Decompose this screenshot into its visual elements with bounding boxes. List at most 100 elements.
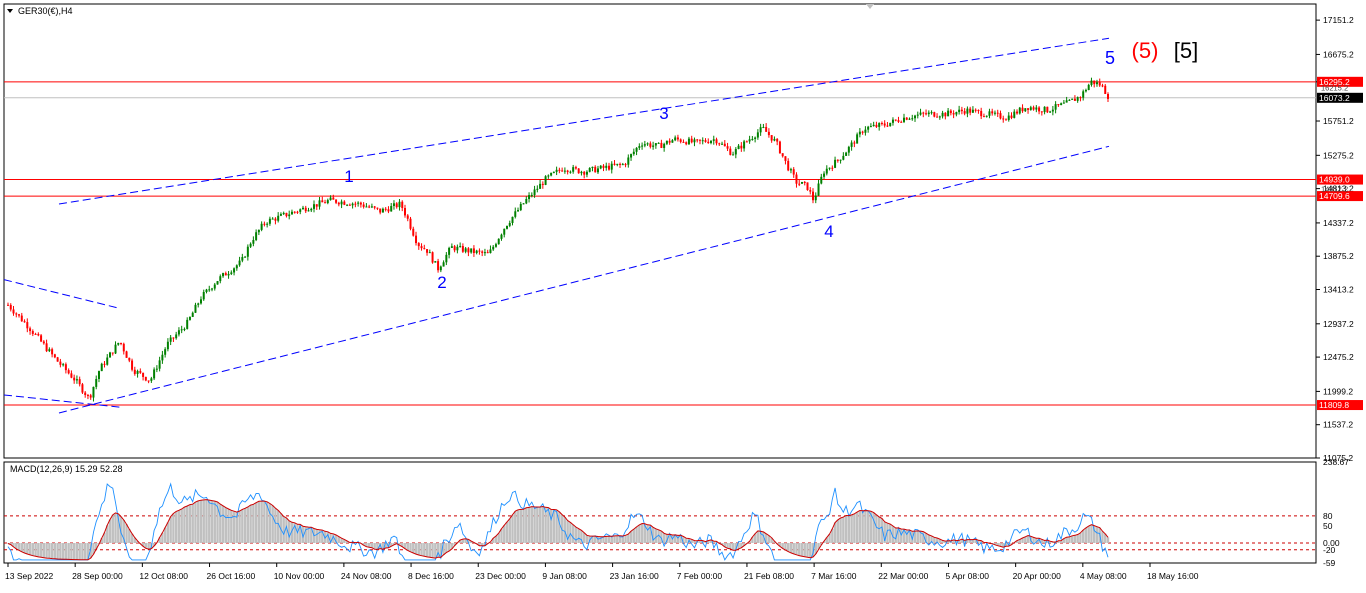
candle-body xyxy=(349,205,351,206)
candle-body xyxy=(655,143,657,145)
time-tick-label: 23 Dec 00:00 xyxy=(475,571,526,581)
wave-label[interactable]: 1 xyxy=(344,167,353,186)
candle-body xyxy=(795,175,797,184)
macd-bar xyxy=(624,535,626,543)
candle-body xyxy=(62,364,64,365)
candle-body xyxy=(1071,99,1073,100)
wave-label[interactable]: 5 xyxy=(1105,48,1115,68)
time-tick-label: 4 May 08:00 xyxy=(1080,571,1127,581)
candle-body xyxy=(784,156,786,161)
macd-bar xyxy=(1082,530,1084,543)
candle-body xyxy=(434,261,436,262)
candle-body xyxy=(443,262,445,266)
macd-bar xyxy=(65,543,67,559)
wave-label[interactable]: 4 xyxy=(824,222,833,241)
macd-bar xyxy=(244,508,246,543)
candle-body xyxy=(671,140,673,142)
candle-body xyxy=(225,273,227,275)
wave-label[interactable]: [5] xyxy=(1174,38,1198,63)
candle-body xyxy=(498,239,500,244)
candle-body xyxy=(456,247,458,250)
macd-tick-label: -59 xyxy=(1323,558,1336,568)
candle-body xyxy=(583,172,585,175)
macd-bar xyxy=(861,511,863,543)
macd-bar xyxy=(616,536,618,543)
candle-body xyxy=(503,229,505,235)
candle-body xyxy=(1074,99,1076,101)
candle-body xyxy=(608,166,610,170)
candle-body xyxy=(1057,104,1059,105)
macd-bar xyxy=(307,527,309,543)
candle-body xyxy=(1052,110,1054,112)
macd-bar xyxy=(409,543,411,552)
candle-body xyxy=(1038,107,1040,111)
candle-body xyxy=(233,268,235,272)
candle-body xyxy=(757,132,759,137)
macd-bar xyxy=(200,500,202,543)
candle-body xyxy=(647,143,649,144)
candle-body xyxy=(98,371,100,379)
candle-body xyxy=(95,379,97,387)
candle-body xyxy=(848,147,850,153)
candle-body xyxy=(702,140,704,141)
candle-body xyxy=(721,144,723,145)
wave-label[interactable]: (5) xyxy=(1132,38,1159,63)
macd-bar xyxy=(219,504,221,543)
macd-bar xyxy=(1107,537,1109,543)
macd-bar xyxy=(169,517,171,543)
wave-label[interactable]: 3 xyxy=(659,104,668,123)
macd-bar xyxy=(43,543,45,558)
macd-bar xyxy=(1088,526,1090,543)
candle-body xyxy=(10,305,12,310)
candle-body xyxy=(48,349,50,351)
macd-bar xyxy=(638,525,640,543)
candle-body xyxy=(738,146,740,149)
candle-body xyxy=(1027,108,1029,110)
candle-body xyxy=(666,141,668,144)
macd-bar xyxy=(533,507,535,543)
macd-bar xyxy=(848,516,850,543)
candle-body xyxy=(57,357,59,361)
candle-body xyxy=(1090,81,1092,85)
candle-body xyxy=(743,141,745,148)
candle-body xyxy=(495,244,497,247)
candle-body xyxy=(729,149,731,155)
candle-body xyxy=(658,143,660,144)
candle-body xyxy=(790,169,792,170)
candle-body xyxy=(247,247,249,257)
wave-label[interactable]: 2 xyxy=(437,273,446,292)
candle-body xyxy=(1049,111,1051,112)
macd-bar xyxy=(539,507,541,543)
candle-body xyxy=(1066,100,1068,102)
macd-panel[interactable] xyxy=(4,462,1316,563)
candle-body xyxy=(1088,85,1090,90)
candle-body xyxy=(1046,107,1048,112)
candle-body xyxy=(341,202,343,205)
macd-bar xyxy=(1076,535,1078,543)
macd-bar xyxy=(1096,527,1098,543)
level-price-tag-label: 11809.8 xyxy=(1319,400,1349,410)
candle-body xyxy=(886,126,888,127)
candle-body xyxy=(451,246,453,248)
candle-body xyxy=(966,109,968,114)
candle-body xyxy=(682,142,684,143)
macd-bar xyxy=(586,535,588,543)
candle-body xyxy=(892,120,894,123)
macd-bar xyxy=(37,543,39,557)
candle-body xyxy=(1019,108,1021,114)
candle-body xyxy=(324,202,326,203)
candle-body xyxy=(840,160,842,161)
candle-body xyxy=(677,137,679,139)
candle-body xyxy=(415,236,417,243)
candle-body xyxy=(977,110,979,111)
candle-body xyxy=(200,299,202,303)
main-price-panel[interactable]: 1 2 3 4 5 (5) [5] xyxy=(4,4,1316,458)
candle-body xyxy=(878,123,880,127)
time-tick-label: 7 Mar 16:00 xyxy=(811,571,857,581)
candle-body xyxy=(148,380,150,381)
candle-body xyxy=(713,139,715,141)
candle-body xyxy=(514,211,516,217)
candle-body xyxy=(40,335,42,341)
